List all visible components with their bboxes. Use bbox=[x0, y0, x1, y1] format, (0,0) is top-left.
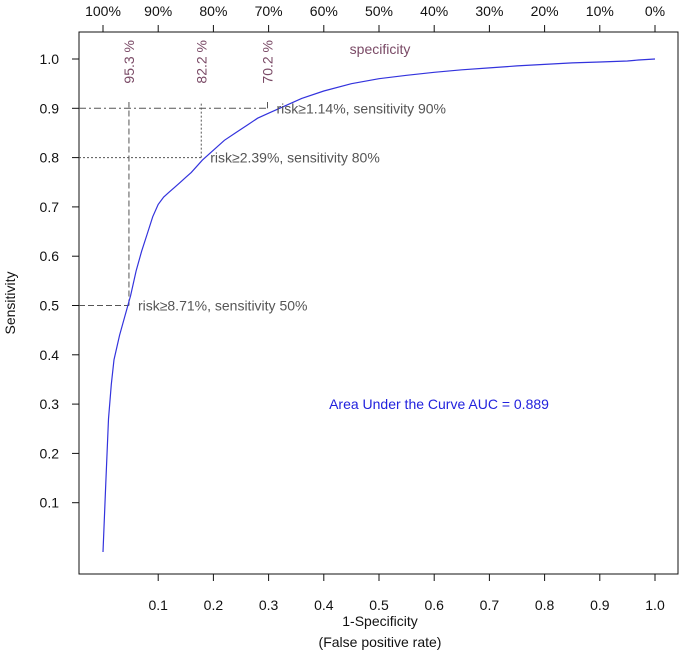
top-tick-label: 0% bbox=[645, 3, 665, 19]
y-tick-label: 0.8 bbox=[40, 150, 60, 166]
y-tick-label: 0.1 bbox=[40, 495, 60, 511]
cutoff-risk-label: risk≥8.71%, sensitivity 50% bbox=[138, 298, 308, 314]
top-tick-label: 90% bbox=[144, 3, 172, 19]
cutoff-risk-label: risk≥2.39%, sensitivity 80% bbox=[210, 150, 380, 166]
x-tick-label: 0.4 bbox=[314, 597, 334, 613]
top-tick-label: 50% bbox=[365, 3, 393, 19]
x-tick-label: 1.0 bbox=[645, 597, 665, 613]
y-tick-label: 0.4 bbox=[40, 347, 60, 363]
top-tick-label: 100% bbox=[85, 3, 121, 19]
top-tick-label: 60% bbox=[310, 3, 338, 19]
auc-annotation: Area Under the Curve AUC = 0.889 bbox=[329, 396, 549, 412]
cutoff-specificity-label: 95.3 % bbox=[121, 40, 137, 84]
x-tick-label: 0.7 bbox=[480, 597, 500, 613]
x-tick-label: 0.1 bbox=[148, 597, 168, 613]
top-axis-title: specificity bbox=[350, 41, 411, 57]
y-tick-label: 0.7 bbox=[40, 199, 60, 215]
cutoff-risk-label: risk≥1.14%, sensitivity 90% bbox=[276, 100, 446, 116]
y-axis-title: Sensitivity bbox=[2, 271, 18, 334]
x-tick-label: 0.2 bbox=[204, 597, 224, 613]
x-tick-label: 0.8 bbox=[535, 597, 555, 613]
top-tick-label: 20% bbox=[531, 3, 559, 19]
top-tick-label: 40% bbox=[420, 3, 448, 19]
y-tick-label: 0.5 bbox=[40, 298, 60, 314]
y-tick-label: 0.3 bbox=[40, 396, 60, 412]
y-tick-label: 0.9 bbox=[40, 100, 60, 116]
x-tick-label: 0.9 bbox=[590, 597, 610, 613]
top-tick-label: 80% bbox=[199, 3, 227, 19]
top-tick-label: 70% bbox=[255, 3, 283, 19]
cutoff-specificity-label: 82.2 % bbox=[193, 40, 209, 84]
top-tick-label: 10% bbox=[586, 3, 614, 19]
y-tick-label: 1.0 bbox=[40, 51, 60, 67]
top-tick-label: 30% bbox=[475, 3, 503, 19]
y-tick-label: 0.2 bbox=[40, 445, 60, 461]
x-tick-label: 0.5 bbox=[369, 597, 389, 613]
x-tick-label: 0.3 bbox=[259, 597, 279, 613]
x-axis-title: 1-Specificity bbox=[342, 613, 417, 629]
roc-curve-series bbox=[102, 58, 656, 553]
y-tick-label: 0.6 bbox=[40, 248, 60, 264]
x-tick-label: 0.6 bbox=[424, 597, 444, 613]
cutoff-specificity-label: 70.2 % bbox=[259, 40, 275, 84]
x-axis-subtitle: (False positive rate) bbox=[319, 634, 442, 650]
